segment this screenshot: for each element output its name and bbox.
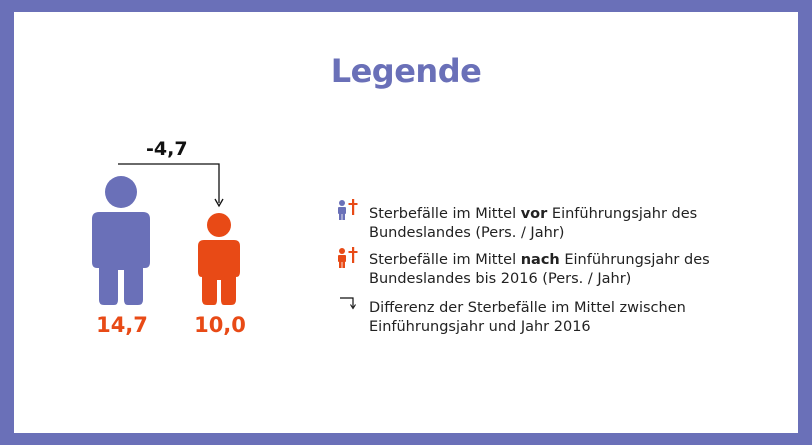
difference-bracket-icon <box>118 163 220 203</box>
legend-person-orange-icon <box>338 248 346 268</box>
legend-cross-icon-2 <box>348 247 358 263</box>
legend-cross-icon <box>348 199 358 215</box>
legend-item-after: Sterbefälle im Mittel nach Einführungsja… <box>369 252 710 287</box>
legend-item-difference: Differenz der Sterbefälle im Mittel zwis… <box>369 300 686 335</box>
value-before: 14,7 <box>96 313 148 337</box>
person-after-icon <box>198 213 240 305</box>
legend-item-before: Sterbefälle im Mittel vor Einführungsjah… <box>369 206 698 241</box>
legend-person-blue-icon <box>338 200 346 220</box>
bracket-arrow-head-icon <box>214 198 224 208</box>
legend-bracket-arrow-icon <box>340 297 356 310</box>
value-after: 10,0 <box>194 313 246 337</box>
person-before-icon <box>92 176 150 305</box>
difference-label: -4,7 <box>146 138 188 160</box>
legend-title: Legende <box>330 52 482 90</box>
